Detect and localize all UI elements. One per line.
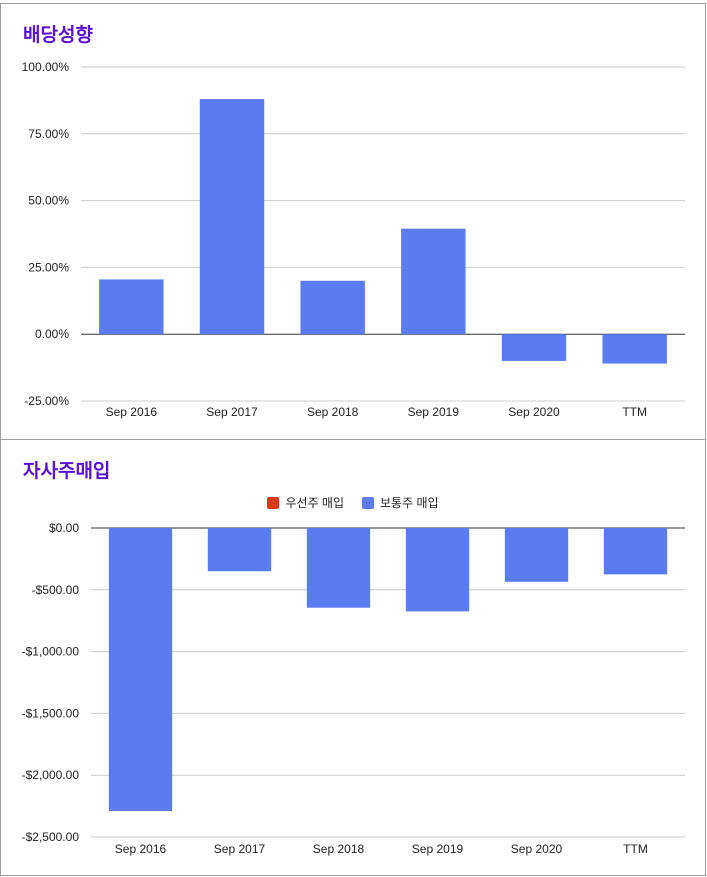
bar bbox=[300, 280, 365, 335]
y-tick-label: -25.00% bbox=[24, 394, 69, 408]
bar bbox=[405, 528, 470, 612]
y-tick-label: 75.00% bbox=[28, 127, 69, 141]
x-tick-label: Sep 2016 bbox=[106, 405, 158, 419]
bar bbox=[401, 228, 466, 335]
x-tick-label: Sep 2019 bbox=[412, 842, 464, 856]
buyback-chart: $0.00 -$500.00 -$1,000.00 -$1,500.00 -$2,000… bbox=[22, 521, 685, 856]
x-tick-label: Sep 2018 bbox=[307, 405, 359, 419]
y-tick-label: 100.00% bbox=[22, 60, 70, 74]
legend-item-common[interactable]: 보통주 매입 bbox=[362, 494, 439, 511]
bar bbox=[504, 528, 569, 582]
bar bbox=[207, 528, 272, 572]
x-tick-label: TTM bbox=[622, 405, 647, 419]
chart-title: 자사주매입 bbox=[23, 460, 111, 482]
y-tick-label: $0.00 bbox=[49, 521, 79, 535]
y-tick-label: 25.00% bbox=[28, 260, 69, 274]
payout-ratio-chart: 100.00% 75.00% 50.00% 25.00% 0.00% -25.00% Sep… bbox=[22, 60, 685, 419]
bar bbox=[99, 279, 164, 335]
payout-ratio-panel: 배당성향 100.00% 75.00% 50.00% 25.00% 0.00% -25.0… bbox=[0, 3, 706, 439]
bar bbox=[306, 528, 371, 608]
legend-label: 보통주 매입 bbox=[380, 496, 439, 510]
bar bbox=[501, 334, 567, 361]
x-tick-label: Sep 2020 bbox=[511, 842, 563, 856]
y-tick-label: 0.00% bbox=[35, 327, 69, 341]
legend-label: 우선주 매입 bbox=[285, 496, 344, 510]
legend-swatch bbox=[362, 496, 374, 509]
y-tick-label: -$2,000.00 bbox=[22, 768, 80, 782]
bar bbox=[602, 334, 667, 364]
bar bbox=[603, 528, 668, 575]
x-tick-label: Sep 2020 bbox=[508, 405, 560, 419]
x-tick-label: Sep 2018 bbox=[313, 842, 365, 856]
bar bbox=[199, 99, 265, 335]
chart-title: 배당성향 bbox=[23, 24, 93, 46]
chart-legend: 우선주 매입 보통주 매입 bbox=[1, 494, 705, 511]
legend-swatch bbox=[267, 496, 280, 509]
y-tick-label: 50.00% bbox=[28, 194, 69, 208]
x-tick-label: Sep 2017 bbox=[206, 405, 258, 419]
bar bbox=[108, 528, 173, 812]
legend-item-preferred[interactable]: 우선주 매입 bbox=[267, 494, 344, 511]
buyback-panel: 자사주매입 우선주 매입 보통주 매입 $0.00 -$500.00 -$1,000… bbox=[0, 439, 706, 876]
x-tick-label: TTM bbox=[623, 842, 648, 856]
y-tick-label: -$500.00 bbox=[32, 583, 80, 597]
x-tick-label: Sep 2019 bbox=[408, 405, 460, 419]
y-tick-label: -$1,500.00 bbox=[22, 706, 80, 720]
y-tick-label: -$1,000.00 bbox=[22, 645, 80, 659]
y-tick-label: -$2,500.00 bbox=[22, 830, 80, 844]
x-tick-label: Sep 2017 bbox=[214, 842, 266, 856]
x-tick-label: Sep 2016 bbox=[115, 842, 167, 856]
